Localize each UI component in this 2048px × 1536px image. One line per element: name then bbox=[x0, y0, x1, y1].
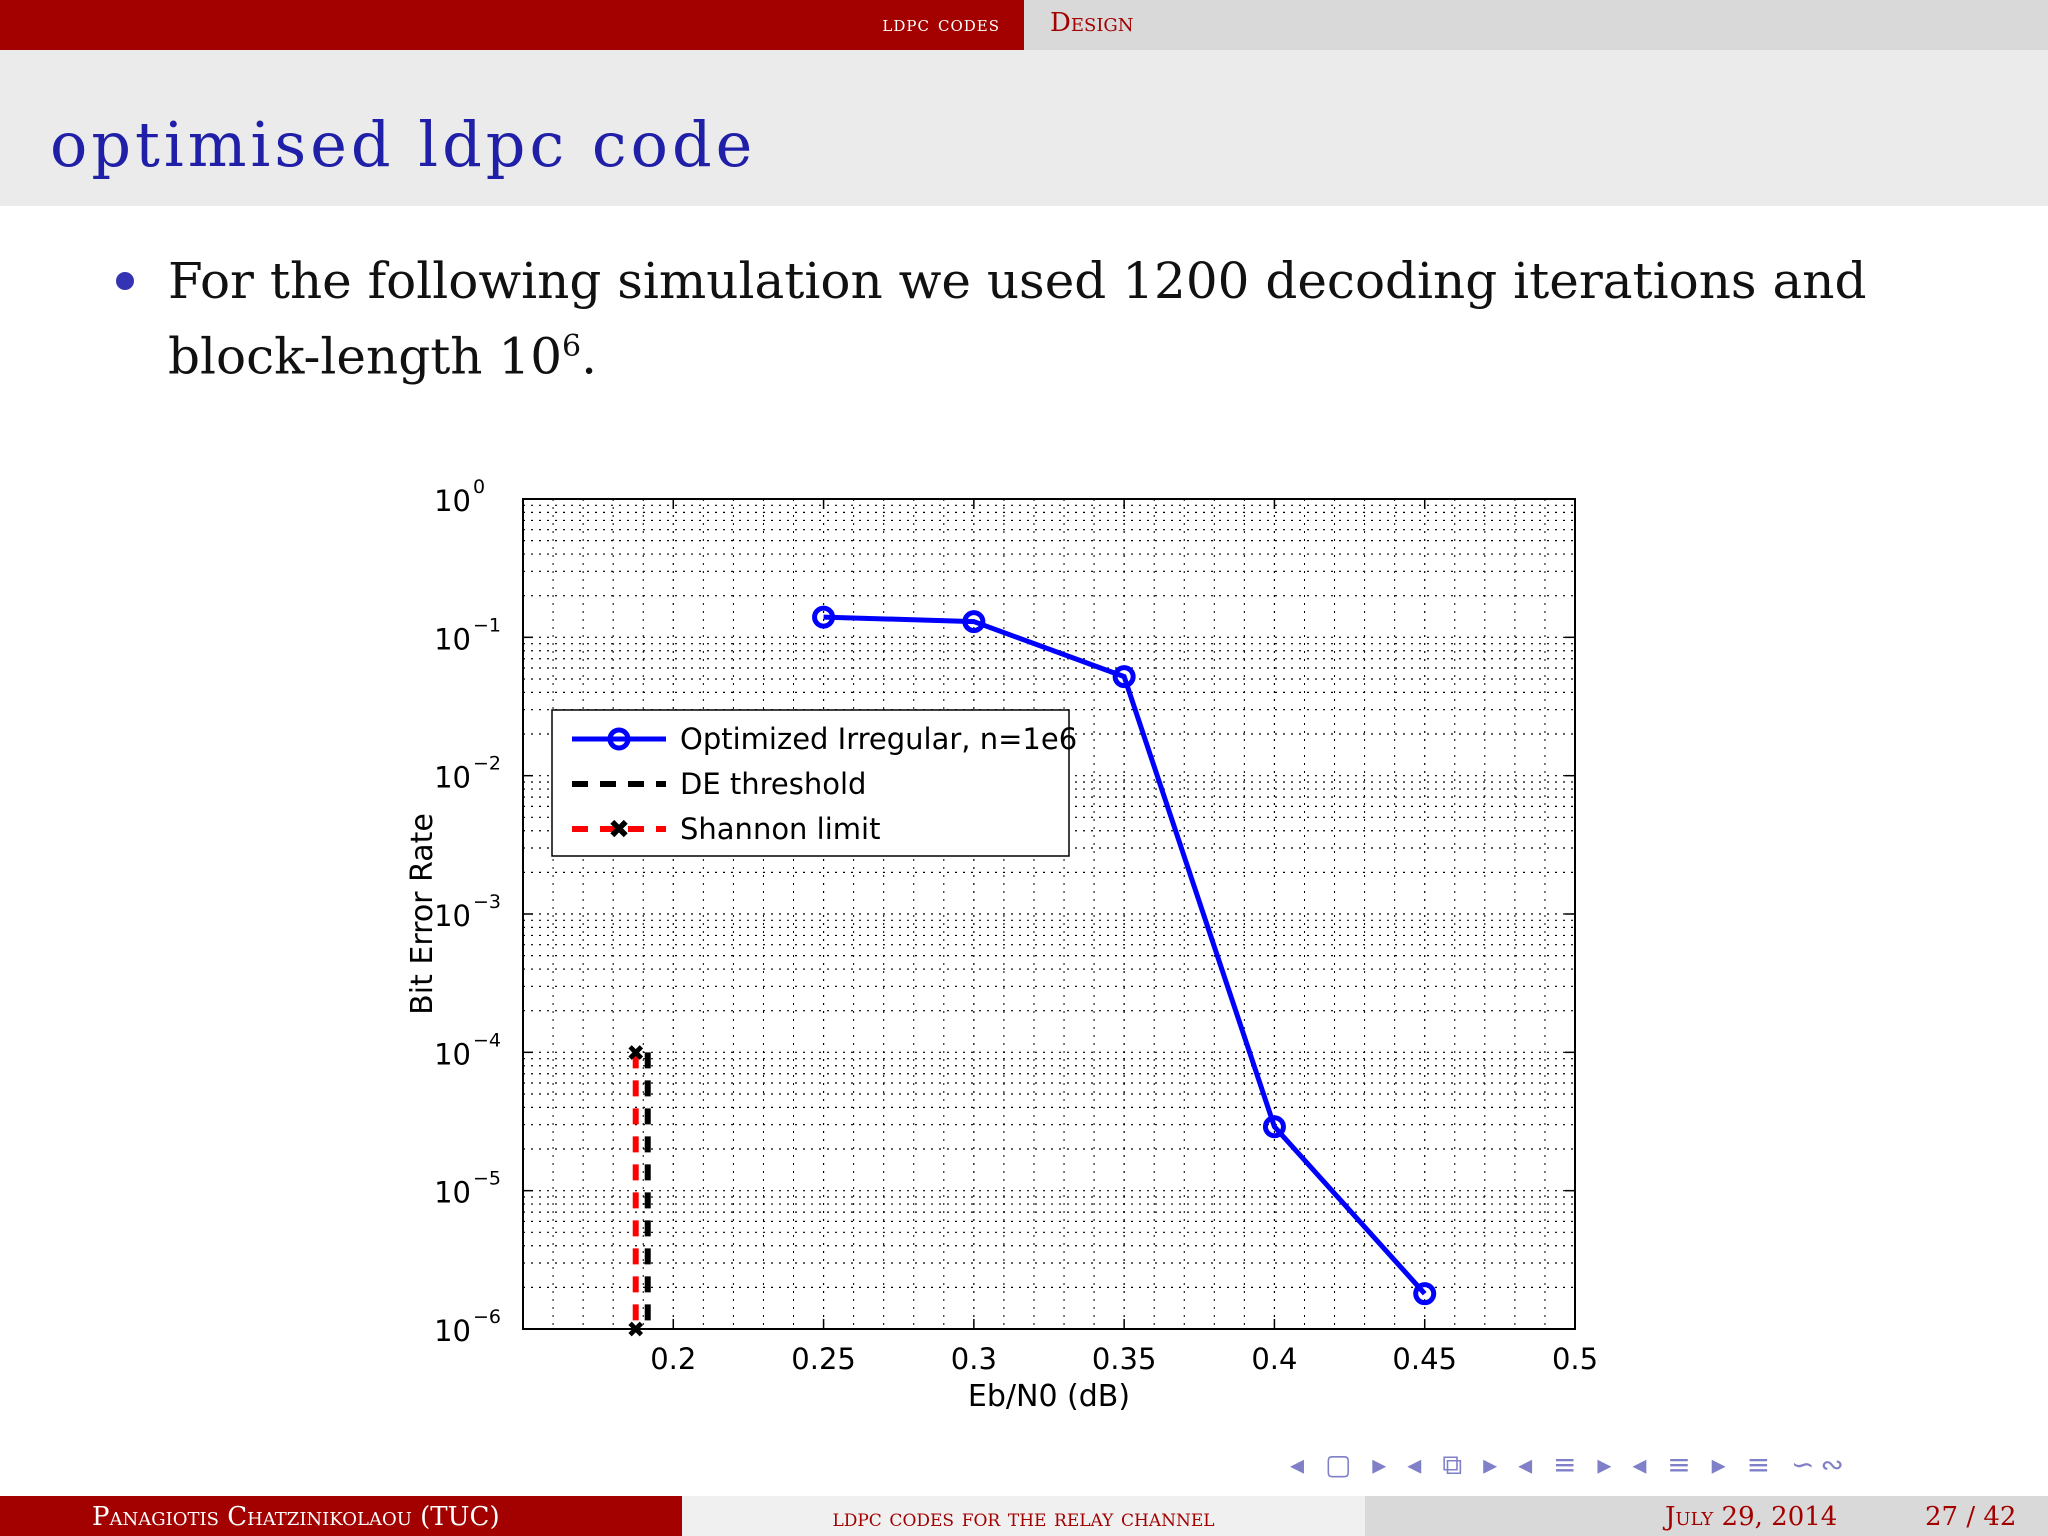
footer-author: Panagiotis Chatzinikolaou (TUC) bbox=[92, 1502, 500, 1532]
x-tick-label: 0.3 bbox=[951, 1342, 997, 1376]
x-tick-label: 0.25 bbox=[791, 1342, 856, 1376]
legend-marker-shannon: ✖ bbox=[608, 815, 630, 845]
x-axis-label: Eb/N0 (dB) bbox=[968, 1379, 1130, 1414]
beamer-navigation-icons[interactable]: ◂ ▢ ▸ ◂ ⧉ ▸ ◂ ≡ ▸ ◂ ≡ ▸ ≡ ∽∾ bbox=[1290, 1448, 1850, 1481]
data-point-optimized bbox=[1413, 1282, 1437, 1306]
nav-subsection-panel: Design bbox=[1024, 0, 2048, 50]
y-tick-label: 10 bbox=[434, 1037, 471, 1071]
chart-ticks: 0.2 0.25 0.3 0.35 0.4 0.45 0.510 010 −110 −210 −31… bbox=[434, 476, 1598, 1376]
top-navigation-bar: ldpc codes Design bbox=[0, 0, 2048, 50]
x-tick-label: 0.2 bbox=[650, 1342, 696, 1376]
plot-frame bbox=[522, 498, 1576, 1330]
bullet-text-main: For the following simulation we used 120… bbox=[168, 252, 1867, 386]
nav-section-link[interactable]: ldpc codes bbox=[882, 12, 1000, 37]
legend-label-shannon: Shannon limit bbox=[680, 812, 880, 846]
y-tick-label: 10 bbox=[434, 899, 471, 933]
y-tick-label: 10 bbox=[434, 761, 471, 795]
ber-chart: 0.2 0.25 0.3 0.35 0.4 0.45 0.510 010 −110 −210 −31… bbox=[405, 476, 1598, 1414]
x-tick-label: 0.4 bbox=[1251, 1342, 1297, 1376]
data-point-optimized bbox=[812, 605, 836, 629]
chart-grid bbox=[523, 499, 1575, 1329]
y-tick-exponent: −5 bbox=[473, 1168, 501, 1190]
x-tick-label: 0.45 bbox=[1392, 1342, 1457, 1376]
data-point-optimized bbox=[1112, 665, 1136, 689]
data-point-optimized bbox=[962, 610, 986, 634]
bullet-icon bbox=[116, 272, 134, 290]
chart-legend: Optimized Irregular, n=1e6 DE threshold … bbox=[551, 709, 1077, 857]
y-tick-label: 10 bbox=[434, 1314, 471, 1348]
slide-title: optimised ldpc code bbox=[50, 108, 757, 181]
footer-title-panel: ldpc codes for the relay channel bbox=[682, 1496, 1365, 1536]
title-band: optimised ldpc code bbox=[0, 50, 2048, 206]
chart-series: ✖✖ bbox=[626, 605, 1437, 1343]
nav-subsection-link[interactable]: Design bbox=[1050, 8, 1134, 38]
y-tick-exponent: −1 bbox=[473, 614, 501, 636]
footer-date: July 29, 2014 bbox=[1665, 1502, 1838, 1532]
nav-section-panel: ldpc codes bbox=[0, 0, 1024, 50]
footer-page-number: 27 / 42 bbox=[1925, 1502, 2017, 1532]
legend-label-optimized: Optimized Irregular, n=1e6 bbox=[680, 722, 1077, 756]
y-tick-label: 10 bbox=[434, 1176, 471, 1210]
footer-date-panel: July 29, 2014 27 / 42 bbox=[1365, 1496, 2048, 1536]
legend-marker-optimized bbox=[607, 727, 631, 751]
data-point-shannon: ✖ bbox=[626, 1318, 644, 1343]
y-axis-label: Bit Error Rate bbox=[405, 813, 440, 1015]
y-tick-label: 10 bbox=[434, 484, 471, 518]
y-tick-exponent: −3 bbox=[473, 891, 501, 913]
y-tick-label: 10 bbox=[434, 622, 471, 656]
data-point-optimized bbox=[1262, 1115, 1286, 1139]
footer-author-panel: Panagiotis Chatzinikolaou (TUC) bbox=[0, 1496, 682, 1536]
series-line-optimized bbox=[823, 614, 1427, 1296]
y-tick-exponent: −6 bbox=[473, 1306, 501, 1328]
y-tick-exponent: −2 bbox=[473, 753, 501, 775]
y-tick-exponent: 0 bbox=[473, 476, 485, 498]
data-point-shannon: ✖ bbox=[626, 1041, 644, 1066]
bullet-text: For the following simulation we used 120… bbox=[168, 248, 1928, 390]
legend-label-de: DE threshold bbox=[680, 767, 866, 801]
bullet-text-end: . bbox=[581, 327, 598, 386]
x-tick-label: 0.5 bbox=[1552, 1342, 1598, 1376]
x-tick-label: 0.35 bbox=[1092, 1342, 1157, 1376]
bullet-text-exponent: 6 bbox=[562, 329, 582, 364]
y-tick-exponent: −4 bbox=[473, 1029, 501, 1051]
footer-bar: Panagiotis Chatzinikolaou (TUC) ldpc cod… bbox=[0, 1496, 2048, 1536]
footer-talk-title: ldpc codes for the relay channel bbox=[832, 1504, 1215, 1532]
